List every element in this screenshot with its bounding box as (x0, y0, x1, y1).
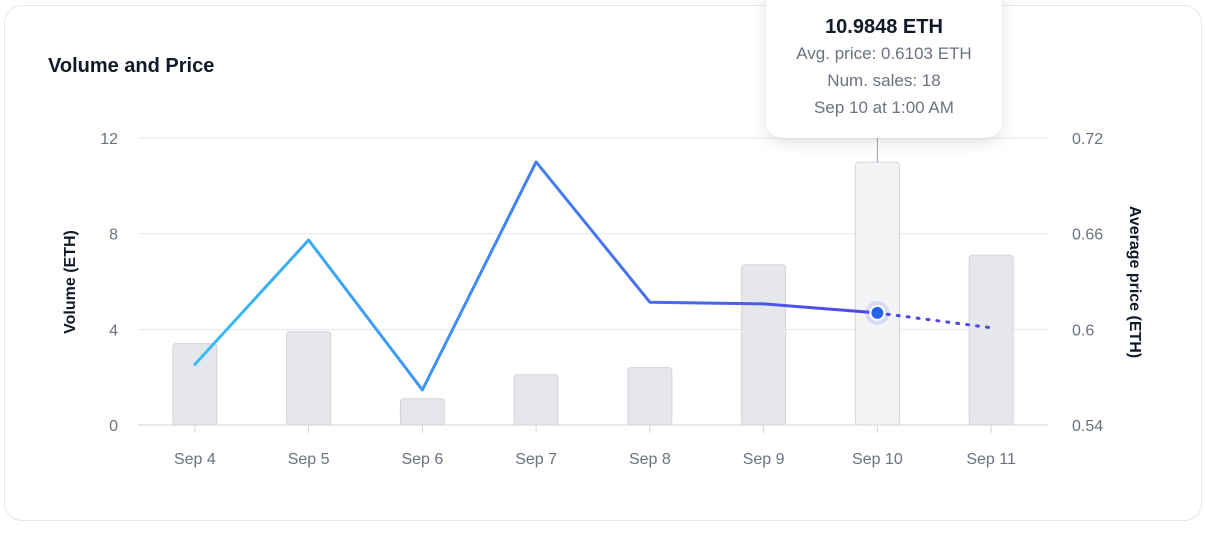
y-tick-label: 4 (109, 322, 118, 339)
tooltip-time: Sep 10 at 1:00 AM (814, 98, 954, 117)
y2-tick-label: 0.72 (1072, 131, 1103, 148)
tooltip-avg-price: Avg. price: 0.6103 ETH (796, 44, 972, 63)
y2-tick-label: 0.54 (1072, 418, 1103, 435)
bar (172, 343, 218, 426)
x-tick-label: Sep 6 (401, 451, 443, 468)
y-tick-label: 0 (109, 418, 118, 435)
bar (286, 331, 332, 426)
y2-tick-label: 0.6 (1072, 322, 1094, 339)
price-line (193, 160, 879, 392)
x-tick-label: Sep 11 (966, 451, 1016, 468)
y-tick-label: 12 (100, 131, 118, 148)
x-tick-label: Sep 9 (743, 451, 785, 468)
bar (513, 374, 559, 426)
y2-axis-title: Average price (ETH) (1126, 206, 1143, 358)
x-tick-label: Sep 5 (288, 451, 330, 468)
x-tick-label: Sep 7 (515, 451, 557, 468)
y-axis-title: Volume (ETH) (62, 230, 79, 334)
bar (399, 398, 445, 426)
bar (968, 254, 1014, 426)
chart-title: Volume and Price (48, 55, 215, 77)
chart-tooltip: 10.9848 ETH Avg. price: 0.6103 ETH Num. … (766, 0, 1002, 138)
y-tick-label: 8 (109, 227, 118, 244)
price-marker (869, 304, 886, 321)
price-line-projection (875, 311, 993, 330)
bar (854, 161, 900, 426)
bar (627, 367, 673, 426)
tooltip-num-sales: Num. sales: 18 (827, 71, 941, 90)
x-tick-label: Sep 4 (174, 451, 216, 468)
x-tick-label: Sep 10 (852, 451, 903, 468)
bar (741, 264, 787, 426)
x-tick-label: Sep 8 (629, 451, 671, 468)
y2-tick-label: 0.66 (1072, 227, 1103, 244)
tooltip-volume: 10.9848 ETH (825, 16, 943, 38)
